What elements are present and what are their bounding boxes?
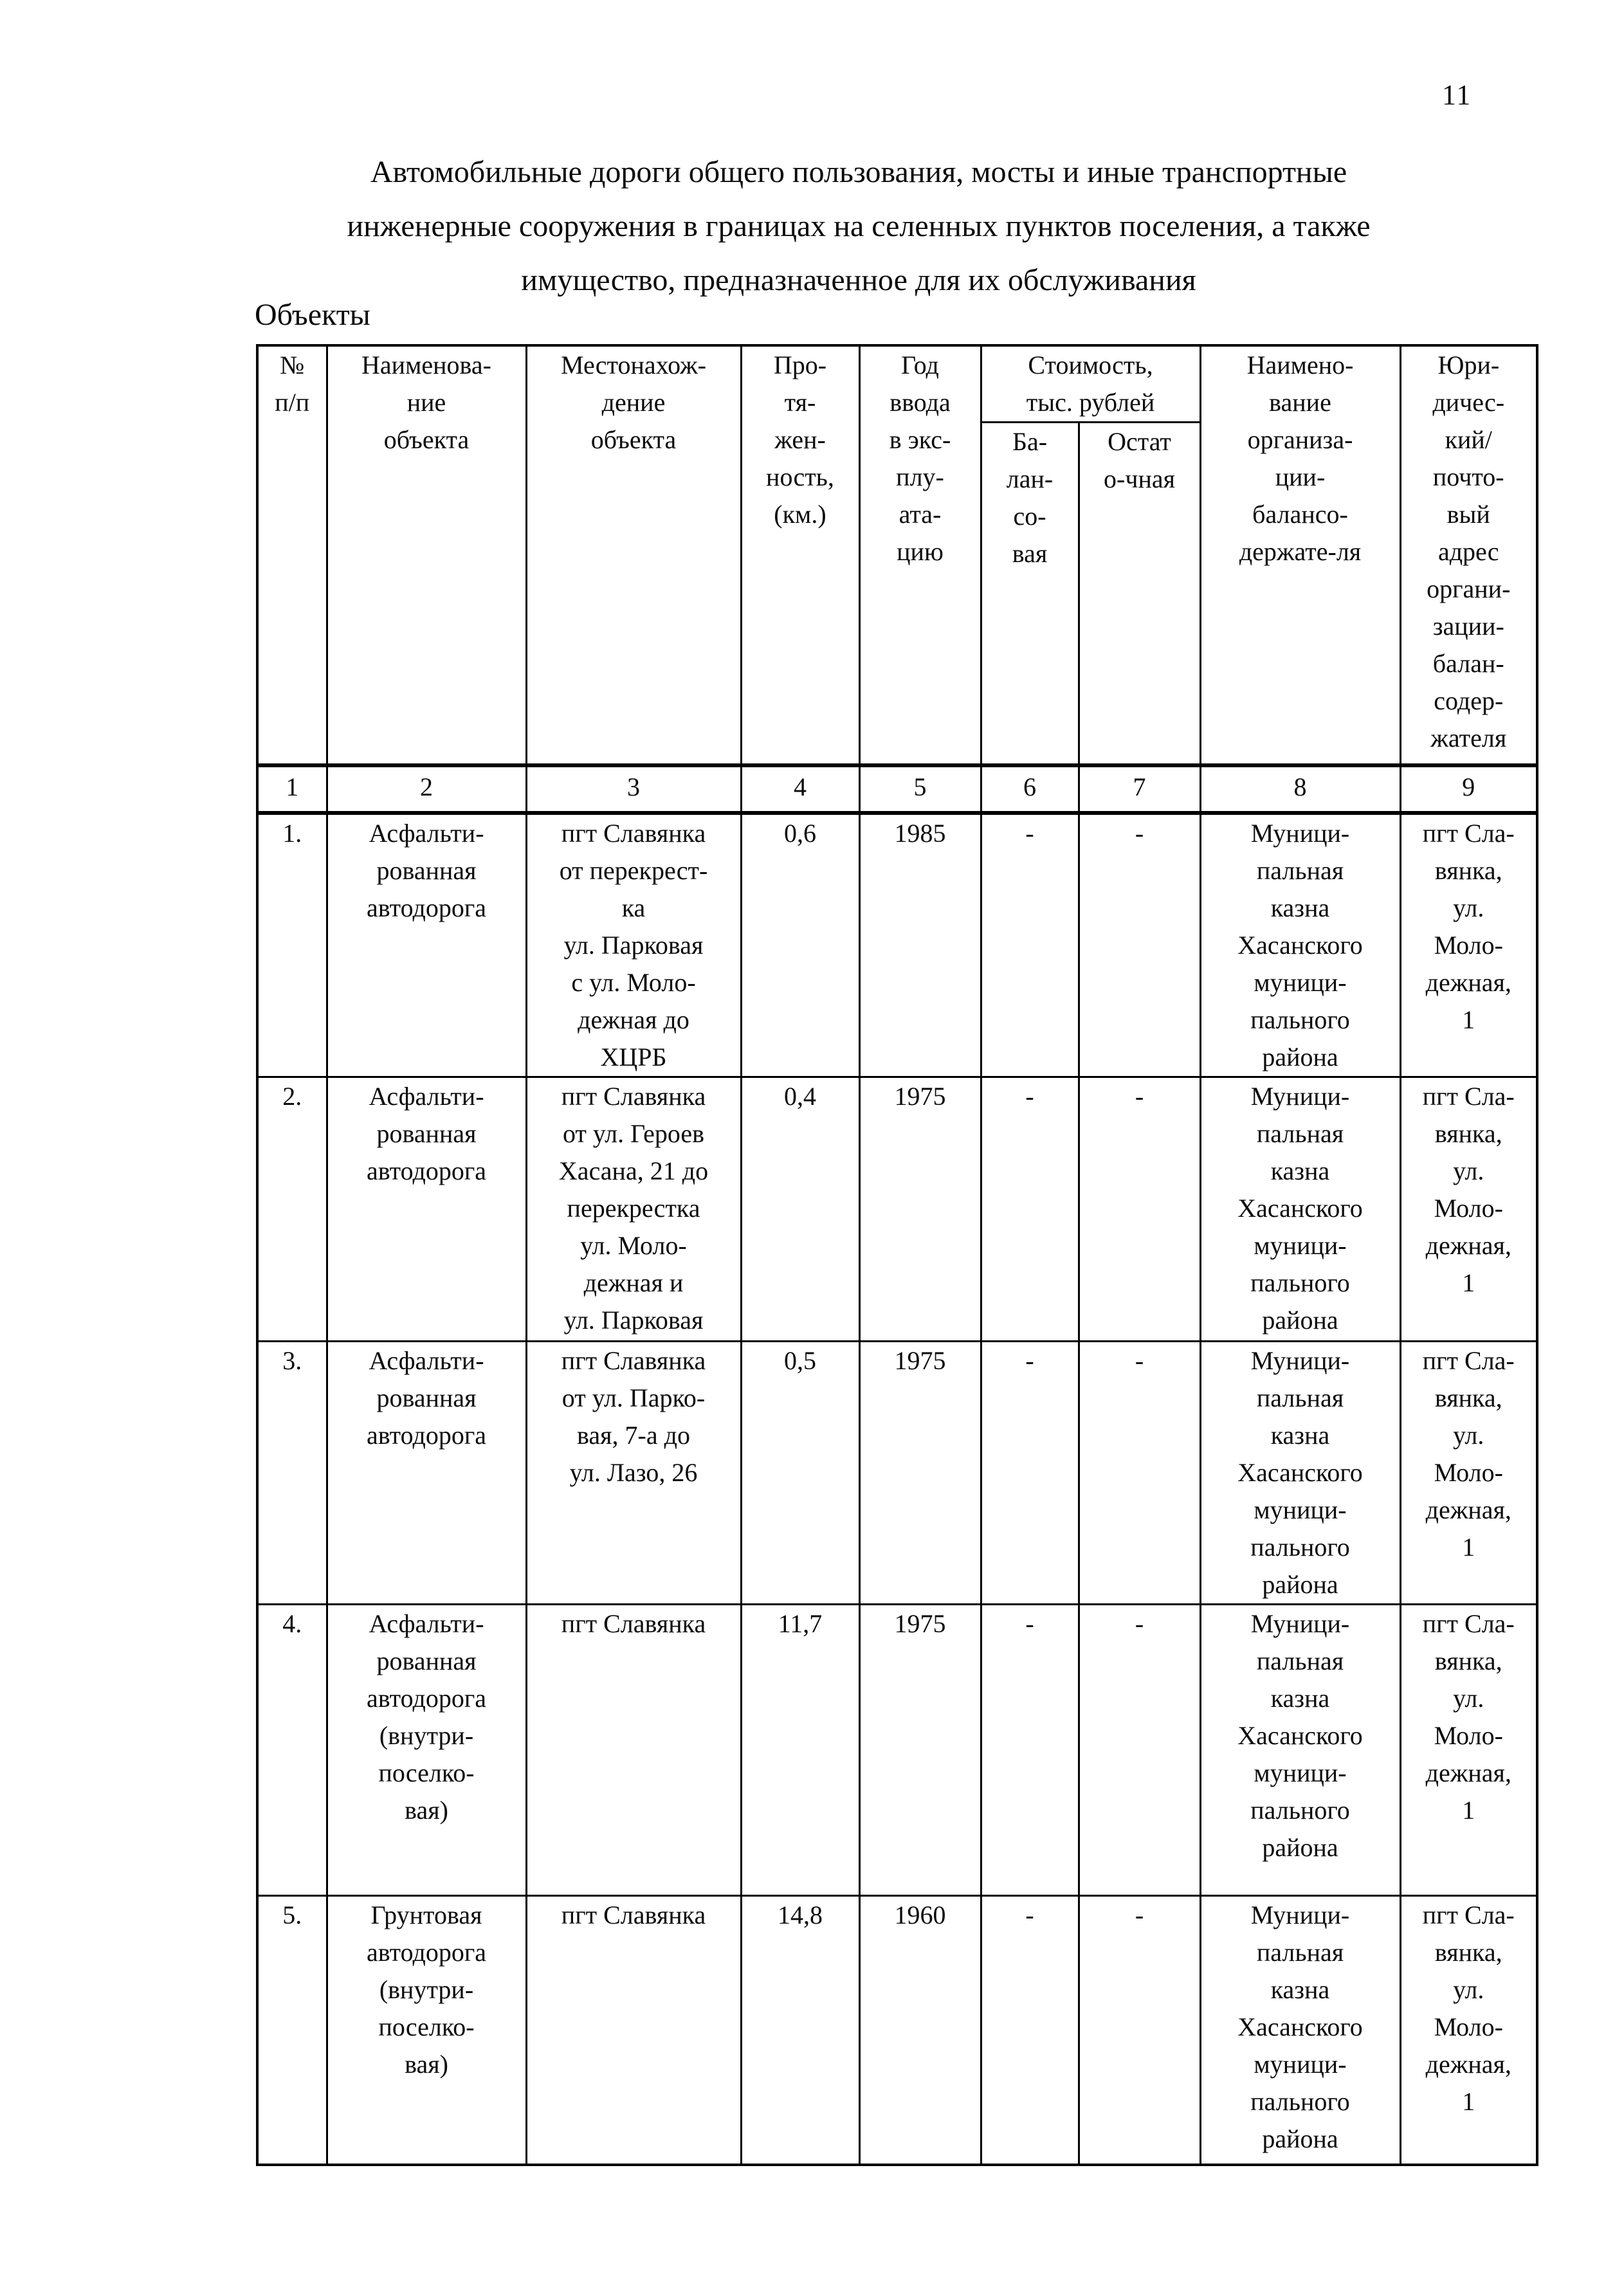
table-row: 3. Асфальти- рованная автодорога пгт Сла… <box>256 1340 1538 1605</box>
header-object-location: Местонахож- дение объекта <box>525 344 742 767</box>
cell-cost-balance: - <box>980 1895 1080 2166</box>
cell-length: 14,8 <box>740 1895 861 2166</box>
cell-cost-balance: - <box>980 812 1080 1078</box>
column-numbers-row: 1 2 3 4 5 6 7 8 9 <box>256 763 1538 815</box>
cell-org: Муници- пальная казна Хасанского муници-… <box>1199 812 1401 1078</box>
cell-num: 3. <box>256 1340 328 1605</box>
column-number-9: 9 <box>1399 763 1538 815</box>
cell-length: 0,6 <box>740 812 861 1078</box>
cell-object-name: Асфальти- рованная автодорога <box>325 812 527 1078</box>
title-line-1: Автомобильные дороги общего пользования,… <box>370 155 1347 189</box>
header-num: № п/п <box>256 344 328 767</box>
document-title: Автомобильные дороги общего пользования,… <box>206 145 1511 307</box>
table-row: 4. Асфальти- рованная автодорога (внутри… <box>256 1603 1538 1897</box>
cell-org: Муници- пальная казна Хасанского муници-… <box>1199 1340 1401 1605</box>
page-number: 11 <box>1442 79 1472 111</box>
header-row-top: № п/п Наименова- ние объекта Местонахож-… <box>256 344 1538 767</box>
header-year: Год ввода в экс- плу- ата- цию <box>858 344 982 767</box>
cell-address: пгт Сла- вянка, ул. Моло- дежная, 1 <box>1399 1340 1538 1605</box>
column-number-8: 8 <box>1199 763 1401 815</box>
table-header: № п/п Наименова- ние объекта Местонахож-… <box>256 344 1538 815</box>
table-row: 1. Асфальти- рованная автодорога пгт Сла… <box>256 812 1538 1078</box>
cell-length: 0,4 <box>740 1076 861 1342</box>
cell-object-name: Грунтовая автодорога (внутри- поселко- в… <box>325 1895 527 2166</box>
column-number-6: 6 <box>980 763 1080 815</box>
header-cost-group: Стоимость, тыс. рублей <box>980 344 1201 423</box>
cell-object-location: пгт Славянка от ул. Героев Хасана, 21 до… <box>525 1076 742 1342</box>
cell-cost-residual: - <box>1077 812 1201 1078</box>
cell-year: 1975 <box>858 1603 982 1897</box>
header-row-cost-sub: Ба- лан- со- вая Остат о-чная <box>257 421 1537 767</box>
header-org: Наимено- вание организа- ции- балансо- д… <box>1199 344 1401 767</box>
header-length: Про- тя- жен- ность, (км.) <box>740 344 861 767</box>
column-number-7: 7 <box>1077 763 1201 815</box>
cell-address: пгт Сла- вянка, ул. Моло- дежная, 1 <box>1399 812 1538 1078</box>
cell-num: 2. <box>256 1076 328 1342</box>
column-number-5: 5 <box>858 763 982 815</box>
table-body: 1. Асфальти- рованная автодорога пгт Сла… <box>256 812 1538 2166</box>
cell-cost-residual: - <box>1077 1340 1201 1605</box>
cell-num: 4. <box>256 1603 328 1897</box>
cell-cost-residual: - <box>1077 1603 1201 1897</box>
cell-cost-balance: - <box>980 1603 1080 1897</box>
header-object-name: Наименова- ние объекта <box>325 344 527 767</box>
column-number-3: 3 <box>525 763 742 815</box>
cell-object-location: пгт Славянка <box>525 1895 742 2166</box>
cell-org: Муници- пальная казна Хасанского муници-… <box>1199 1603 1401 1897</box>
title-line-3: имущество, предназначенное для их обслуж… <box>521 263 1196 297</box>
cell-org: Муници- пальная казна Хасанского муници-… <box>1199 1076 1401 1342</box>
column-number-1: 1 <box>256 763 328 815</box>
header-address: Юри- дичес- кий/ почто- вый адрес органи… <box>1399 344 1538 767</box>
cell-cost-balance: - <box>980 1076 1080 1342</box>
header-cost-balance: Ба- лан- со- вая <box>980 421 1080 767</box>
cell-org: Муници- пальная казна Хасанского муници-… <box>1199 1895 1401 2166</box>
cell-year: 1975 <box>858 1076 982 1342</box>
cell-num: 1. <box>256 812 328 1078</box>
section-label: Объекты <box>255 298 370 332</box>
table-row: 5. Грунтовая автодорога (внутри- поселко… <box>256 1895 1538 2166</box>
cell-object-name: Асфальти- рованная автодорога (внутри- п… <box>325 1603 527 1897</box>
cell-object-name: Асфальти- рованная автодорога <box>325 1076 527 1342</box>
cell-cost-balance: - <box>980 1340 1080 1605</box>
objects-table: № п/п Наименова- ние объекта Местонахож-… <box>256 344 1538 2166</box>
column-number-2: 2 <box>325 763 527 815</box>
cell-address: пгт Сла- вянка, ул. Моло- дежная, 1 <box>1399 1076 1538 1342</box>
cell-year: 1985 <box>858 812 982 1078</box>
column-number-4: 4 <box>740 763 861 815</box>
cell-cost-residual: - <box>1077 1076 1201 1342</box>
cell-address: пгт Сла- вянка, ул. Моло- дежная, 1 <box>1399 1895 1538 2166</box>
cell-cost-residual: - <box>1077 1895 1201 2166</box>
cell-length: 0,5 <box>740 1340 861 1605</box>
title-line-2: инженерные сооружения в границах на селе… <box>347 209 1371 243</box>
cell-object-name: Асфальти- рованная автодорога <box>325 1340 527 1605</box>
cell-year: 1975 <box>858 1340 982 1605</box>
cell-object-location: пгт Славянка от перекрест- ка ул. Парков… <box>525 812 742 1078</box>
cell-object-location: пгт Славянка <box>525 1603 742 1897</box>
cell-length: 11,7 <box>740 1603 861 1897</box>
table-row: 2. Асфальти- рованная автодорога пгт Сла… <box>256 1076 1538 1342</box>
cell-num: 5. <box>256 1895 328 2166</box>
header-cost-residual: Остат о-чная <box>1077 421 1201 767</box>
cell-address: пгт Сла- вянка, ул. Моло- дежная, 1 <box>1399 1603 1538 1897</box>
cell-object-location: пгт Славянка от ул. Парко- вая, 7-а до у… <box>525 1340 742 1605</box>
cell-year: 1960 <box>858 1895 982 2166</box>
